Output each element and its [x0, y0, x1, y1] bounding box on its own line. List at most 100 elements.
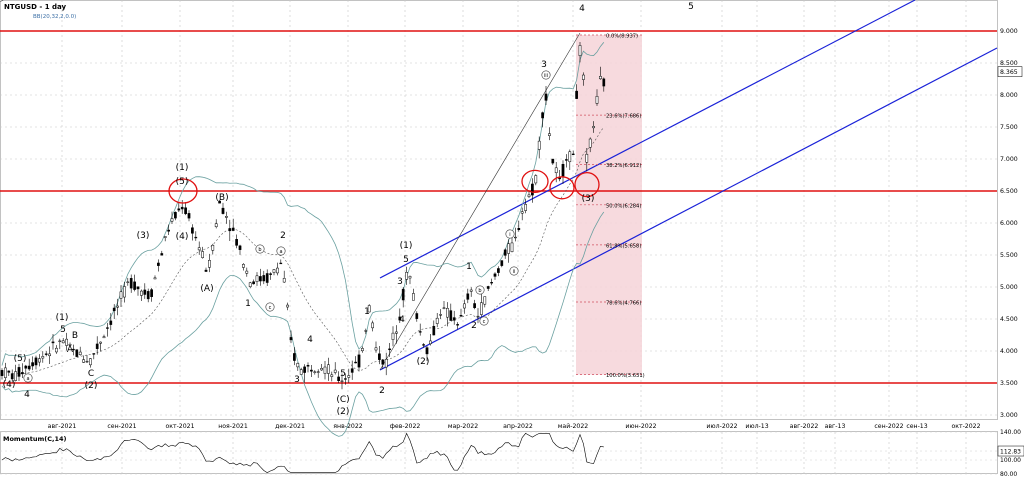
candle-body	[418, 331, 422, 333]
x-tick-label: мар-2022	[448, 423, 478, 430]
highlight-circle	[168, 178, 198, 204]
candle-body	[398, 316, 402, 321]
candle-body	[245, 270, 249, 274]
wave-label: v	[0, 0, 2, 1]
candle-body	[357, 354, 361, 368]
wave-label: i	[509, 232, 510, 238]
candle-body	[388, 348, 391, 351]
y-tick-label: 9.000	[1000, 28, 1018, 35]
wave-label: 5	[60, 325, 66, 335]
candle-body	[330, 374, 334, 377]
x-tick-label: янв-2022	[333, 423, 362, 430]
candle-body	[371, 322, 374, 329]
candle-body	[310, 369, 313, 372]
candle-body	[473, 303, 476, 309]
candle-body	[129, 278, 133, 289]
candle-body	[296, 363, 300, 368]
candle-body	[483, 296, 487, 305]
momentum-title: Momentum(C,14)	[3, 435, 67, 443]
wave-label-circle	[255, 244, 265, 254]
candle-body	[201, 251, 204, 258]
candle-body	[463, 303, 466, 309]
bollinger-lower	[1, 211, 605, 437]
y-tick-label: 7.000	[1000, 156, 1018, 163]
candle-body	[299, 369, 303, 375]
fibonacci-label: 78.6%(4.766)	[606, 300, 641, 306]
candle-body	[82, 359, 85, 363]
wave-label: iii	[544, 73, 548, 79]
candle-body	[126, 281, 130, 283]
candle-body	[221, 207, 225, 214]
x-tick-label: май-2022	[558, 422, 589, 430]
candle-body	[272, 269, 276, 273]
candle-body	[163, 236, 167, 238]
y-tick-label: 3.500	[1000, 380, 1018, 387]
candle-body	[214, 223, 218, 227]
candle-body	[558, 177, 561, 180]
candle-body	[27, 365, 31, 370]
bollinger-middle	[1, 126, 605, 376]
candle-body	[136, 286, 140, 290]
wave-label: (1)	[400, 241, 413, 251]
wave-label: 1	[466, 262, 472, 272]
wave-label: 3	[541, 60, 547, 70]
candle-body	[211, 244, 215, 251]
wave-label: (5)	[14, 354, 27, 364]
candle-body	[24, 365, 28, 369]
candle-body	[449, 310, 453, 321]
candle-body	[170, 218, 174, 222]
candle-body	[208, 260, 211, 268]
highlight-circle	[521, 169, 549, 194]
wave-label: 1	[364, 307, 370, 317]
wave-label: (A)	[200, 284, 213, 294]
candle-body	[514, 236, 517, 239]
candle-body	[446, 308, 449, 318]
candle-body	[520, 211, 524, 214]
candle-body	[160, 253, 164, 256]
x-tick-label: окт-2022	[951, 423, 980, 430]
candle-body	[112, 307, 116, 312]
candle-body	[303, 366, 306, 373]
wave-label: (1)	[176, 163, 189, 173]
wave-label: (5)	[176, 177, 189, 187]
candle-body	[439, 314, 442, 316]
candle-body	[568, 151, 572, 163]
candle-body	[187, 213, 191, 219]
momentum-line	[1, 432, 604, 473]
x-tick-label: авг-2022	[790, 423, 819, 430]
candle-body	[0, 370, 4, 376]
wave-label: 4	[399, 315, 405, 325]
y-tick-label: 4.500	[1000, 316, 1018, 323]
candle-body	[204, 269, 208, 272]
wave-label: (3)	[137, 231, 150, 241]
candle-body	[252, 281, 255, 285]
candle-body	[123, 286, 126, 298]
x-tick-label: фев-2022	[390, 423, 421, 430]
fibonacci-label: 100.0%(3.631)	[606, 373, 645, 379]
momentum-current-label: 112.83	[1000, 449, 1021, 456]
candle-body	[106, 327, 109, 329]
candle-body	[544, 93, 548, 101]
candle-body	[412, 293, 415, 301]
candle-body	[289, 337, 293, 341]
x-tick-label: июн-2022	[625, 423, 656, 430]
candle-body	[265, 273, 269, 283]
x-tick-label: сен-13	[906, 423, 927, 430]
wave-label: C	[88, 369, 94, 379]
wave-label: 2	[471, 321, 477, 331]
candle-body	[476, 315, 480, 318]
candle-body	[78, 351, 82, 355]
candle-body	[38, 358, 41, 363]
candle-body	[422, 344, 425, 346]
candle-body	[262, 275, 266, 282]
bollinger-upper	[1, 42, 605, 366]
candle-body	[44, 353, 48, 355]
wave-label: (3)	[582, 194, 595, 204]
candle-body	[194, 236, 198, 239]
candle-body	[415, 313, 419, 319]
current-price-box	[997, 66, 1023, 77]
wave-label: a	[279, 249, 282, 255]
candle-body	[374, 347, 378, 351]
